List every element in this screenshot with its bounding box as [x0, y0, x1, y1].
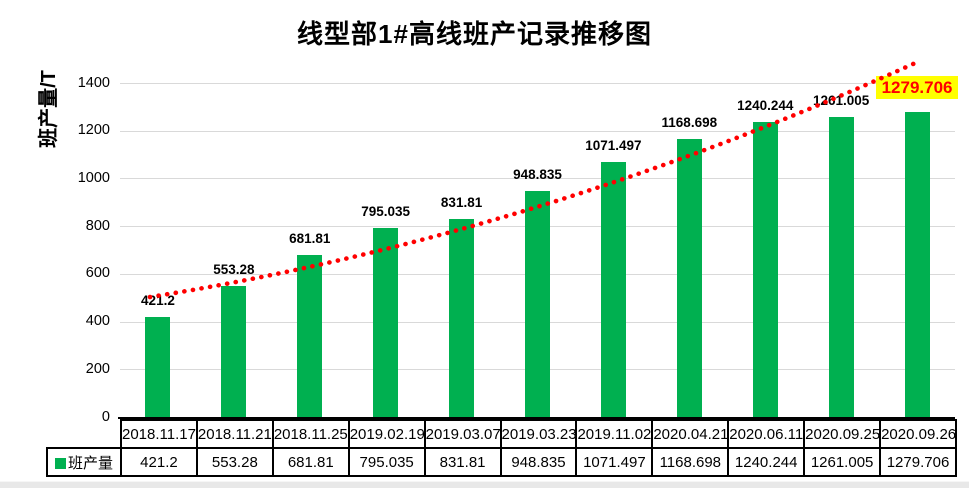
table-date-cell: 2019.02.19: [347, 419, 426, 449]
bar-value-label: 681.81: [240, 231, 380, 246]
table-date-cell: 2020.06.11: [727, 419, 806, 449]
table-corner-blank: [47, 420, 121, 448]
table-date-cell: 2018.11.25: [271, 419, 350, 449]
table-date-cell: 2018.11.21: [195, 419, 274, 449]
table-value-cell: 421.2: [120, 447, 198, 477]
table-value-cell: 1279.706: [879, 447, 957, 477]
bar: [828, 116, 854, 418]
bar-value-label: 553.28: [164, 262, 304, 277]
y-tick-label: 200: [85, 360, 110, 377]
bar-value-label: 421.2: [88, 293, 228, 308]
y-tick-label: 1400: [77, 74, 110, 91]
bottom-strip: [0, 481, 969, 488]
table-date-cell: 2019.03.07: [423, 419, 502, 449]
legend-swatch-icon: [54, 457, 66, 469]
table-value-cell: 553.28: [195, 447, 274, 477]
bar: [145, 317, 171, 418]
y-tick-label: 1200: [77, 122, 110, 139]
value-label-text: 421.2: [141, 293, 175, 308]
table-date-cell: 2020.09.25: [803, 419, 882, 449]
table-value-cell: 948.835: [499, 447, 578, 477]
value-label-text: 831.81: [440, 195, 483, 211]
value-label-text: 553.28: [213, 261, 255, 277]
bar-value-label: 1279.706: [847, 76, 969, 100]
bar: [525, 191, 550, 418]
value-label-text: 1071.497: [585, 137, 642, 153]
table-date-cell: 2020.09.26: [879, 419, 957, 449]
value-label-text: 948.835: [513, 167, 562, 183]
gridline: [120, 83, 955, 84]
data-table: 2018.11.17 2018.11.21 2018.11.25 2019.02.19…: [46, 419, 957, 477]
table-date-cell: 2019.03.23: [499, 419, 578, 449]
table-value-cell: 681.81: [271, 447, 350, 477]
bar-value-label: 1168.698: [619, 115, 759, 130]
value-label-text: 1168.698: [661, 114, 718, 130]
value-label-text: 681.81: [289, 230, 331, 246]
bar: [600, 161, 626, 418]
bar: [449, 219, 475, 418]
bar: [904, 112, 930, 418]
y-tick-label: 600: [85, 265, 110, 282]
bar: [373, 227, 399, 418]
y-axis-title: 班产量/T: [38, 70, 60, 148]
bar: [221, 285, 247, 418]
table-value-cell: 1168.698: [651, 447, 730, 477]
table-value-cell: 795.035: [347, 447, 426, 477]
bar-value-label: 1071.497: [543, 138, 683, 153]
y-tick-label: 1000: [77, 169, 110, 186]
y-tick-label: 400: [85, 313, 110, 330]
x-axis-line: [118, 416, 955, 419]
bar: [676, 138, 702, 418]
bar-value-label: 831.81: [392, 195, 532, 210]
table-date-cell: 2019.11.02: [575, 419, 654, 449]
bar-value-label: 948.835: [468, 167, 608, 182]
legend-cell: 班产量: [46, 447, 122, 477]
table-date-cell: 2020.04.21: [651, 419, 730, 449]
bar: [297, 254, 323, 418]
table-date-cell: 2018.11.17: [120, 419, 198, 449]
table-value-cell: 831.81: [423, 447, 502, 477]
table-value-cell: 1261.005: [803, 447, 882, 477]
table-value-cell: 1071.497: [575, 447, 654, 477]
legend-label: 班产量: [67, 454, 113, 472]
bar: [752, 121, 778, 418]
chart-title: 线型部1#高线班产记录推移图: [297, 19, 652, 49]
y-tick-label: 0: [101, 408, 110, 425]
y-tick-label: 800: [85, 217, 110, 234]
highlighted-value-label: 1279.706: [875, 76, 959, 100]
table-value-cell: 1240.244: [727, 447, 806, 477]
